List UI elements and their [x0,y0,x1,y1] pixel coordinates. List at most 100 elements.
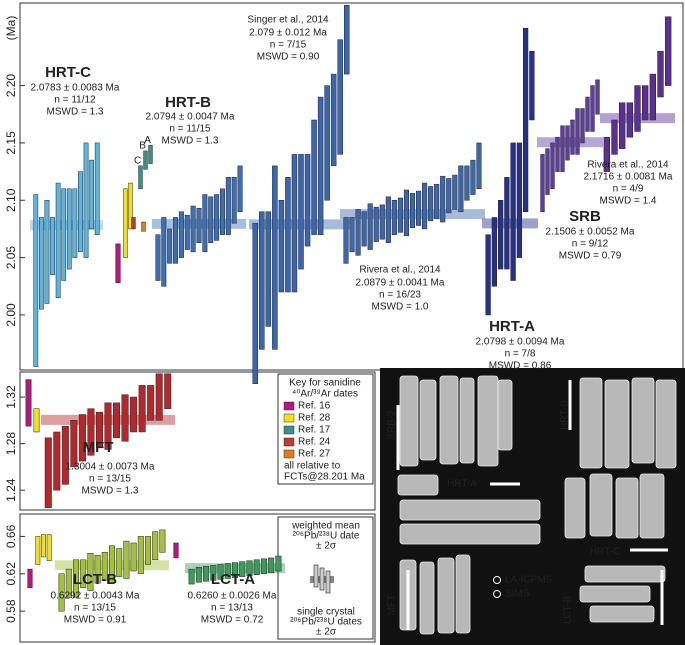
error-bar [268,557,275,574]
crystal [459,377,475,464]
error-bar [516,142,522,258]
error-bar [161,217,167,287]
error-bar [130,542,137,572]
error-bar [458,165,464,212]
annotation: MSWD = 1.0 [372,302,429,313]
error-bar [298,154,304,270]
crystal [589,473,613,537]
annotation: MSWD = 1.3 [162,136,219,147]
error-bar [35,536,41,565]
key-title: Key for sanidine [289,378,361,389]
error-bar [123,540,130,579]
error-bar [649,73,656,121]
series-label: Singer et al., 2014 [247,15,329,26]
error-bar [337,39,343,155]
y-tick-label: 2.10 [4,188,18,212]
annotation: n = 13/13 [211,603,253,614]
annotation: 1.3004 ± 0.0073 Ma [66,462,155,473]
series-label: Rivera et al., 2014 [359,265,441,276]
error-bar [311,119,317,235]
error-bar [446,178,452,214]
key-title: ⁴⁰Ar/³⁹Ar dates [292,389,358,400]
error-bar [138,165,143,190]
series-label: HRT-B [165,94,211,111]
key-swatch [283,425,295,435]
error-bar [217,564,224,580]
error-bar [167,228,173,264]
error-bar [626,102,633,138]
symbol-key-mean: weighted mean [291,521,360,532]
key-label: Ref. 17 [298,425,331,436]
error-bar [41,534,46,558]
symbol-key-mean: ²⁰⁶Pb/²³⁸U date [293,531,360,542]
symbol-bar [325,570,331,594]
error-bar [529,50,535,121]
error-bar [355,209,361,256]
key-note: all relative to [284,461,341,472]
key-note: FCTs@28.201 Ma [284,472,365,483]
sample-label: LCT-B [563,596,574,625]
error-bar [485,234,491,316]
error-bar [53,431,61,491]
series-label: LCT-A [211,571,255,588]
error-bar [434,183,440,219]
error-bar [123,188,128,258]
error-bar [155,234,161,281]
symbol-bar [319,567,325,591]
key-swatch [283,449,295,459]
error-bar [104,402,112,450]
symbol-key-single: ²⁰⁶Pb/²³⁸U dates [290,617,362,628]
error-bar [109,545,115,584]
series-label: HRT-C [45,64,91,81]
annotation: 2.1506 ± 0.0052 Ma [546,227,635,238]
error-bar [397,197,403,233]
error-bar [195,567,202,583]
weighted-mean-band [537,137,603,148]
method-label: SIMS [505,589,530,600]
error-bar [27,568,33,589]
error-bar [94,554,101,584]
error-bar [164,373,172,409]
error-bar [385,196,391,243]
series-label: SRB [569,208,601,225]
error-bar [55,182,61,298]
error-bar [540,154,545,212]
key-swatch [283,437,295,447]
crystal [477,375,499,467]
annotation: n = 11/12 [54,95,96,106]
key-swatch [283,413,295,423]
annotation: 2.1716 ± 0.0081 Ma [584,172,673,183]
error-bar [130,396,138,433]
error-bar [33,408,40,433]
crystal [455,554,471,634]
y-tick-label: 2.00 [4,303,18,327]
error-bar [379,204,385,240]
error-bar [131,217,136,230]
bottom-panel-frame [19,513,376,643]
annotation: 0.6260 ± 0.0026 Ma [188,591,277,602]
annotation: 2.0879 ± 0.0041 Ma [356,278,445,289]
sample-label: SRB-2 [387,410,398,440]
error-bar [317,96,324,235]
symbol-key-single: single crystal [297,607,355,618]
error-bar [50,217,55,276]
error-bar [324,85,330,201]
crystal [437,557,455,634]
error-bar [555,136,560,172]
error-bar [304,154,311,247]
crystal [589,605,655,623]
error-bar [237,165,243,212]
annotation: n = 11/15 [169,124,211,135]
error-bar [391,200,397,235]
error-bar [278,200,285,293]
y-axis-label: (Ma) [4,16,18,41]
error-bar [101,552,108,581]
error-bar [78,414,86,462]
error-bar [184,214,190,250]
annotation: MSWD = 0.72 [201,615,264,626]
key-label: Ref. 27 [298,449,331,460]
error-bar [72,188,78,258]
middle-panel-frame [19,371,376,511]
error-bar [580,108,585,144]
